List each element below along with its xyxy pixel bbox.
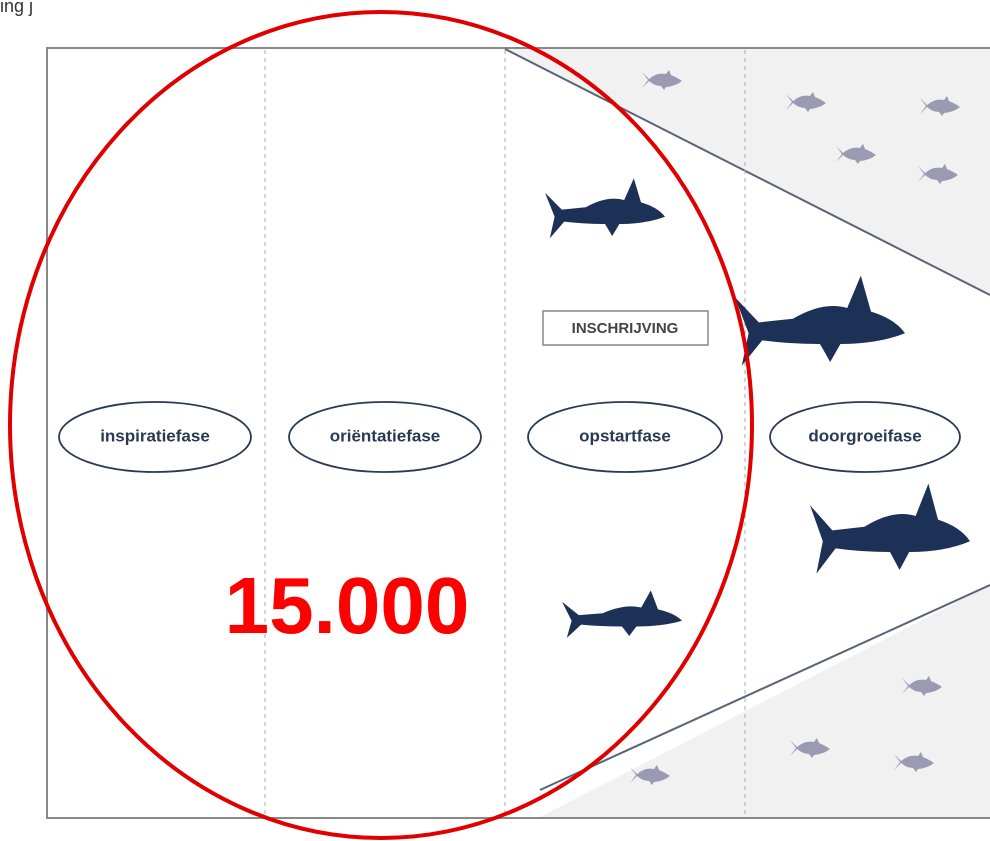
page: ing j INSCHRIJVING inspiratiefase (0, 0, 990, 841)
phase-label: inspiratiefase (100, 426, 210, 445)
phase-label: oriëntatiefase (330, 426, 441, 445)
registration-label: INSCHRIJVING (572, 320, 679, 337)
phase-label: doorgroeifase (808, 426, 921, 445)
phase-label: opstartfase (579, 426, 671, 445)
count-label: 15.000 (225, 561, 470, 650)
header-text: ing j (0, 0, 33, 16)
diagram: ing j INSCHRIJVING inspiratiefase (0, 0, 990, 841)
